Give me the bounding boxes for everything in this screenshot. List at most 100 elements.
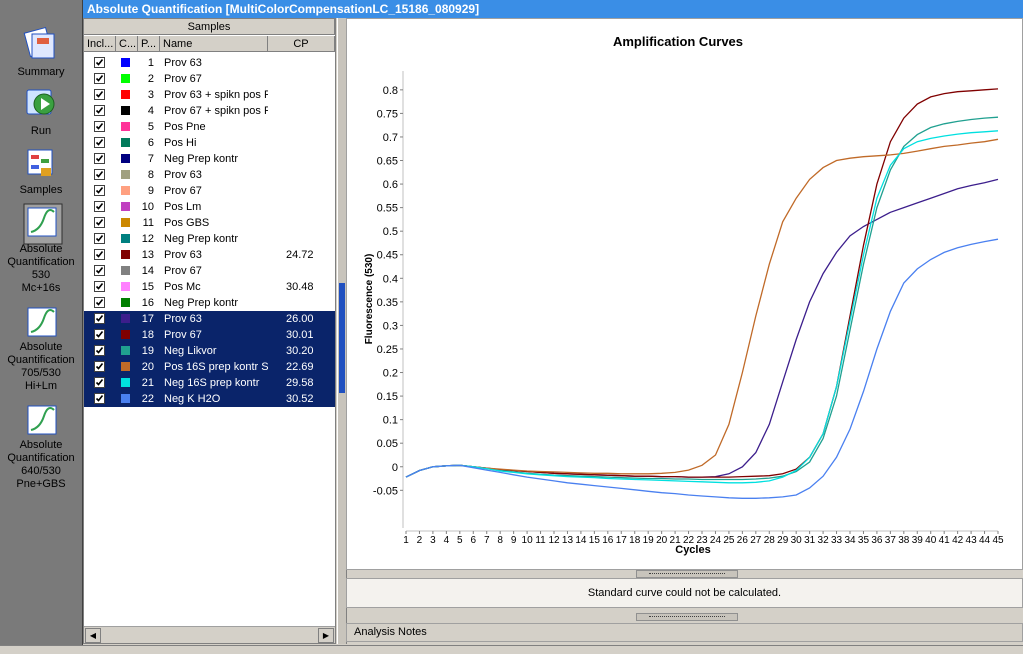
include-checkbox[interactable]: [94, 281, 105, 292]
checkmark: [95, 155, 104, 162]
aq-icon[interactable]: [27, 207, 57, 237]
sidebar-label: Mc+16s: [21, 282, 61, 294]
scroll-right[interactable]: ▶: [318, 628, 334, 643]
table-row[interactable]: 16 Neg Prep kontr: [84, 295, 335, 311]
table-row[interactable]: 18 Prov 67 30.01: [84, 327, 335, 343]
x-tick-label: 39: [912, 535, 924, 546]
table-row[interactable]: 8 Prov 63: [84, 167, 335, 183]
position: 4: [147, 105, 154, 117]
sample-name: Prov 63: [164, 313, 202, 325]
y-tick-label: 0.5: [383, 226, 398, 238]
aq-icon[interactable]: [27, 307, 57, 337]
table-row[interactable]: 20 Pos 16S prep kontr S. 22.69: [84, 359, 335, 375]
include-checkbox[interactable]: [94, 137, 105, 148]
aq-icon[interactable]: [27, 405, 57, 435]
table-row[interactable]: 1 Prov 63: [84, 55, 335, 71]
summary-icon[interactable]: [23, 26, 55, 59]
include-checkbox[interactable]: [94, 153, 105, 164]
x-tick-label: 36: [871, 535, 883, 546]
table-row[interactable]: 17 Prov 63 26.00: [84, 311, 335, 327]
color-swatch: [120, 361, 131, 372]
include-checkbox[interactable]: [94, 313, 105, 324]
color-swatch: [120, 89, 131, 100]
position: 13: [141, 249, 154, 261]
include-checkbox[interactable]: [94, 185, 105, 196]
include-checkbox[interactable]: [94, 121, 105, 132]
splitter-grip[interactable]: [636, 570, 738, 578]
table-row[interactable]: 2 Prov 67: [84, 71, 335, 87]
include-checkbox[interactable]: [94, 377, 105, 388]
splitter-grip[interactable]: [339, 283, 345, 393]
include-checkbox[interactable]: [94, 345, 105, 356]
include-checkbox[interactable]: [94, 201, 105, 212]
table-row[interactable]: 12 Neg Prep kontr: [84, 231, 335, 247]
table-row[interactable]: 11 Pos GBS: [84, 215, 335, 231]
y-tick-label: 0.8: [383, 85, 398, 97]
checkmark-path: [95, 363, 104, 370]
notes-tab[interactable]: Analysis Notes: [346, 623, 1023, 642]
checkmark-path: [95, 331, 104, 338]
table-row[interactable]: 19 Neg Likvor 30.20: [84, 343, 335, 359]
include-checkbox[interactable]: [94, 57, 105, 68]
table-row[interactable]: 14 Prov 67: [84, 263, 335, 279]
scroll-left[interactable]: ◀: [85, 628, 101, 643]
include-checkbox[interactable]: [94, 233, 105, 244]
table-row[interactable]: 9 Prov 67: [84, 183, 335, 199]
column-header[interactable]: Incl...: [84, 36, 116, 52]
sidebar-label: Absolute: [19, 341, 63, 353]
checkmark: [95, 299, 104, 306]
y-axis-label: Fluorescence (530): [364, 254, 375, 345]
sample-name: Prov 67: [164, 185, 202, 197]
include-checkbox[interactable]: [94, 249, 105, 260]
table-row[interactable]: 7 Neg Prep kontr: [84, 151, 335, 167]
samples-icon[interactable]: [27, 149, 53, 176]
include-checkbox[interactable]: [94, 297, 105, 308]
splitter-grip[interactable]: [636, 613, 738, 621]
samples-table: Samples Incl... C... P... Name CP 1 Prov 63 2 Pr…: [83, 18, 336, 644]
column-header[interactable]: C...: [116, 36, 138, 52]
x-tick-label: 24: [710, 535, 722, 546]
table-row[interactable]: 15 Pos Mc 30.48: [84, 279, 335, 295]
table-row[interactable]: 13 Prov 63 24.72: [84, 247, 335, 263]
include-checkbox[interactable]: [94, 361, 105, 372]
include-checkbox[interactable]: [94, 265, 105, 276]
table-row[interactable]: 22 Neg K H2O 30.52: [84, 391, 335, 407]
position: 7: [147, 153, 154, 165]
table-row[interactable]: 6 Pos Hi: [84, 135, 335, 151]
table-row[interactable]: 3 Prov 63 + spikn pos P: [84, 87, 335, 103]
checkmark-path: [95, 219, 104, 226]
sidebar-label: Absolute: [19, 439, 63, 451]
include-checkbox[interactable]: [94, 73, 105, 84]
color-swatch: [120, 57, 131, 68]
table-row[interactable]: 10 Pos Lm: [84, 199, 335, 215]
column-header[interactable]: P...: [138, 36, 160, 52]
cp-value: 30.01: [286, 329, 314, 341]
include-checkbox[interactable]: [94, 169, 105, 180]
x-tick-label: 10: [522, 535, 534, 546]
color-swatch: [120, 217, 131, 228]
table-row[interactable]: 21 Neg 16S prep kontr 29.58: [84, 375, 335, 391]
sidebar-label: 640/530: [21, 465, 61, 477]
include-checkbox[interactable]: [94, 217, 105, 228]
table-row[interactable]: 4 Prov 67 + spikn pos P: [84, 103, 335, 119]
include-checkbox[interactable]: [94, 329, 105, 340]
include-checkbox[interactable]: [94, 89, 105, 100]
x-tick-label: 15: [589, 535, 601, 546]
checkmark: [95, 139, 104, 146]
table-row[interactable]: 5 Pos Pne: [84, 119, 335, 135]
column-header[interactable]: CP: [268, 36, 335, 52]
include-checkbox[interactable]: [94, 105, 105, 116]
color-swatch: [120, 121, 131, 132]
column-header[interactable]: Name: [160, 36, 268, 52]
sample-name: Pos Mc: [164, 281, 201, 293]
x-tick-label: 20: [656, 535, 668, 546]
x-tick-label: 31: [804, 535, 816, 546]
x-tick-label: 19: [643, 535, 655, 546]
color-swatch: [120, 105, 131, 116]
run-icon[interactable]: [26, 89, 55, 115]
position: 5: [147, 121, 154, 133]
position: 16: [141, 297, 154, 309]
sidebar-label: 530: [31, 269, 51, 281]
include-checkbox[interactable]: [94, 393, 105, 404]
h-scrollbar[interactable]: ◀ ▶: [84, 626, 335, 643]
